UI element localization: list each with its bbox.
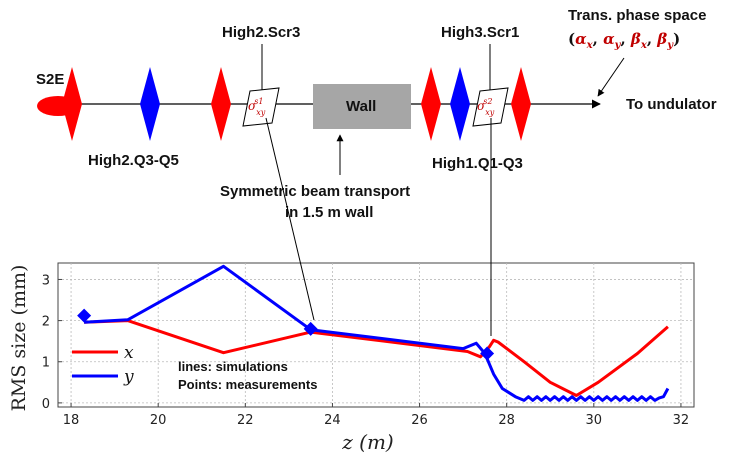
x-tick-label: 28 — [498, 413, 515, 428]
y-axis-label: RMS size (mm) — [8, 265, 30, 412]
legend-y-label: y — [123, 367, 134, 387]
chart-series — [84, 264, 670, 402]
y-tick-label: 0 — [42, 397, 50, 412]
y-tick-label: 3 — [42, 273, 50, 288]
wall-note-line2: in 1.5 m wall — [285, 204, 373, 221]
quads-right-label: High1.Q1-Q3 — [432, 155, 523, 172]
measurement-point — [303, 321, 318, 336]
wall-note-line1: Symmetric beam transport — [220, 183, 410, 200]
phase-space-arrow — [597, 57, 625, 97]
quad-high2-q4 — [140, 67, 160, 141]
quad-high1-q1 — [421, 67, 441, 141]
phase-space-label: Trans. phase space — [568, 7, 706, 24]
series-line-y — [84, 264, 670, 402]
quad-high2-q3 — [62, 67, 82, 141]
phase-space-params: (αx, αy, βx, βy) — [568, 30, 680, 51]
series-line-x — [84, 319, 669, 397]
undulator-label: To undulator — [626, 96, 717, 113]
x-tick-label: 26 — [411, 413, 428, 428]
annotation-measurements: Points: measurements — [178, 377, 317, 392]
x-tick-label: 20 — [150, 413, 167, 428]
screen1-label: High2.Scr3 — [222, 24, 300, 41]
screen-high3-scr1: σxys2 — [472, 87, 509, 127]
y-tick-label: 1 — [42, 356, 50, 371]
legend-x-label: x — [124, 343, 134, 363]
quads-left-label: High2.Q3-Q5 — [88, 152, 179, 169]
plot-frame — [57, 262, 695, 408]
x-tick-label: 32 — [673, 413, 690, 428]
x-tick-label: 22 — [237, 413, 254, 428]
annotation-simulations: lines: simulations — [178, 359, 288, 374]
x-axis-label: z (m) — [341, 430, 393, 454]
chart-legend: x y — [72, 343, 134, 387]
chart-measurements — [77, 308, 495, 361]
y-tick-label: 2 — [42, 315, 50, 330]
screen1-leader-line — [265, 117, 315, 321]
x-tick-label: 18 — [63, 413, 80, 428]
measurement-point — [480, 346, 495, 361]
x-tick-label: 30 — [586, 413, 603, 428]
wall-label: Wall — [346, 98, 376, 115]
rms-size-chart: 18 20 22 24 26 28 30 32 0 1 2 3 x y lines: simulati… — [8, 262, 695, 454]
quad-high1-q3 — [511, 67, 531, 141]
screen-high2-scr3: σxys1 — [242, 87, 280, 127]
quad-high1-q2 — [450, 67, 470, 141]
x-tick-label: 24 — [324, 413, 341, 428]
quad-high2-q5 — [211, 67, 231, 141]
chart-grid — [58, 263, 694, 407]
wall-block — [313, 84, 411, 129]
measurement-point — [77, 308, 92, 323]
chart-ticks: 18 20 22 24 26 28 30 32 0 1 2 3 — [42, 273, 689, 428]
source-label: S2E — [36, 71, 64, 88]
screen2-label: High3.Scr1 — [441, 24, 519, 41]
